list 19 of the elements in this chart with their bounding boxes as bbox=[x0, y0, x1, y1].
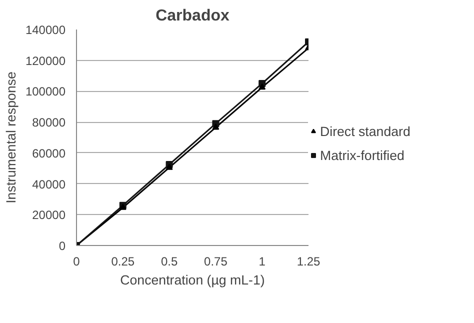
y-tick-label: 60000 bbox=[32, 146, 66, 160]
x-tick-label: 0.75 bbox=[204, 254, 228, 268]
legend-label: Matrix-fortified bbox=[320, 148, 404, 162]
chart-title: Carbadox bbox=[156, 8, 230, 24]
y-tick-label: 0 bbox=[58, 239, 66, 253]
legend-label: Direct standard bbox=[320, 124, 410, 138]
x-tick-label: 0.25 bbox=[111, 254, 135, 268]
y-tick-label: 80000 bbox=[32, 116, 66, 130]
x-tick-label: 0.5 bbox=[160, 254, 178, 268]
y-tick-label: 20000 bbox=[32, 208, 66, 222]
y-tick-label: 100000 bbox=[25, 84, 66, 99]
x-axis-title: Concentration (µg mL-1) bbox=[120, 272, 265, 288]
x-tick-label: 1.25 bbox=[296, 254, 321, 268]
x-tick-label: 1 bbox=[258, 254, 266, 268]
y-tick-label: 40000 bbox=[32, 177, 66, 192]
y-tick-label: 140000 bbox=[25, 23, 66, 37]
y-axis-title: Instrumental response bbox=[3, 72, 18, 204]
y-tick-label: 120000 bbox=[25, 54, 66, 68]
x-tick-label: 0 bbox=[73, 254, 80, 268]
